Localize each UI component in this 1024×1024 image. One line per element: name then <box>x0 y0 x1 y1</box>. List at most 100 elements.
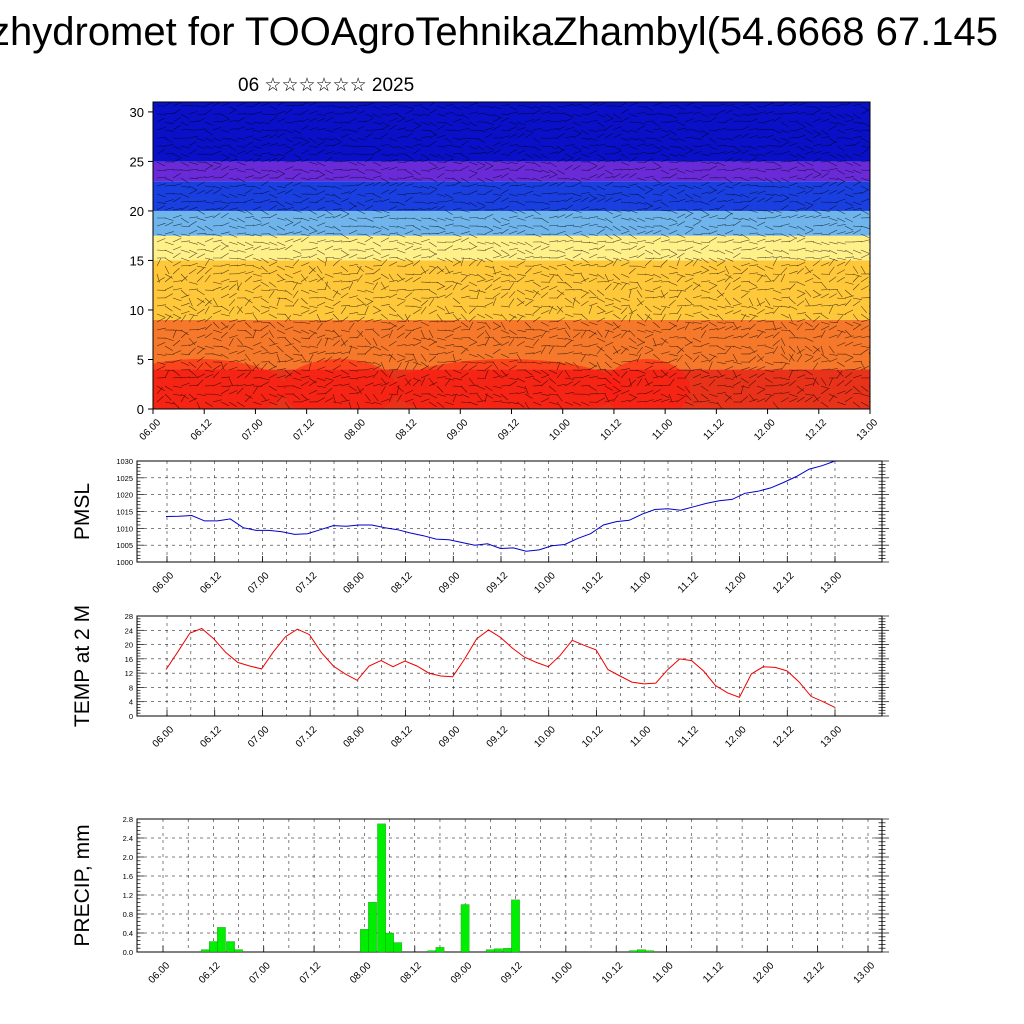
wind-barb <box>700 153 710 157</box>
wind-barb <box>228 350 238 355</box>
wind-barb <box>268 185 277 191</box>
wind-barb <box>452 325 462 331</box>
wind-barb <box>532 361 542 365</box>
wind-barb <box>300 118 310 123</box>
wind-barb <box>588 332 597 339</box>
wind-barb <box>732 276 741 283</box>
wind-barb <box>668 272 678 275</box>
wind-barb <box>724 150 734 155</box>
wind-barb <box>436 320 446 323</box>
wind-barb <box>212 233 222 237</box>
wind-barb <box>516 201 526 206</box>
y-tick-label: 28 <box>125 612 133 621</box>
wind-barb <box>332 225 341 232</box>
wind-barb <box>204 153 214 156</box>
wind-barb <box>412 233 422 237</box>
wind-barb <box>244 241 254 247</box>
wind-barb <box>828 249 838 255</box>
wind-barb <box>636 225 646 229</box>
wind-barb <box>636 208 646 211</box>
wind-barb <box>644 205 653 211</box>
wind-barb <box>636 337 645 344</box>
wind-barb <box>388 177 398 181</box>
wind-barb <box>692 373 702 379</box>
wind-barb <box>236 349 246 355</box>
wind-barb <box>652 121 661 128</box>
wind-barb <box>572 401 582 406</box>
wind-barb <box>604 193 614 196</box>
wind-barb <box>684 353 693 360</box>
wind-barb <box>700 400 710 403</box>
wind-barb <box>412 225 422 231</box>
wind-barb <box>452 161 462 165</box>
wind-barb <box>588 247 598 251</box>
wind-barb <box>572 121 582 127</box>
wind-barb <box>228 299 236 307</box>
wind-barb <box>244 321 252 329</box>
wind-barb <box>628 113 638 118</box>
wind-barb <box>844 217 854 223</box>
wind-barb <box>636 252 645 259</box>
wind-barb <box>284 244 293 251</box>
wind-barb <box>340 209 350 215</box>
wind-barb <box>668 312 678 315</box>
wind-barb <box>348 322 355 331</box>
wind-barb <box>236 372 245 379</box>
wind-barb <box>188 376 198 379</box>
wind-barb <box>364 375 374 379</box>
wind-barb <box>772 104 782 107</box>
wind-barb <box>516 353 522 362</box>
wind-barb <box>612 305 622 310</box>
wind-barb <box>468 384 478 387</box>
wind-barb <box>652 389 661 395</box>
wind-barb <box>564 157 574 163</box>
wind-barb <box>316 257 325 263</box>
wind-barb <box>412 125 421 131</box>
wind-barb <box>564 135 574 139</box>
wind-barb <box>652 206 662 211</box>
wind-barb <box>388 117 398 123</box>
wind-barb <box>596 317 606 323</box>
wind-barb <box>420 185 430 190</box>
heat-band-4 <box>153 210 870 236</box>
wind-barb <box>740 133 749 139</box>
wind-barb <box>244 264 254 267</box>
wind-barb <box>564 297 573 304</box>
wind-barb <box>572 231 582 235</box>
wind-barb <box>772 225 782 227</box>
wind-barb <box>236 329 246 332</box>
wind-barb <box>644 349 654 355</box>
wind-barb <box>692 284 701 291</box>
wind-barb <box>236 305 244 314</box>
wind-barb <box>756 121 766 124</box>
wind-barb <box>796 388 805 395</box>
wind-barb <box>844 231 854 235</box>
precip-bar <box>234 949 243 953</box>
wind-barb <box>404 196 413 203</box>
wind-barb <box>780 288 790 291</box>
wind-barb <box>724 275 732 283</box>
wind-barb <box>812 129 821 135</box>
wind-barb <box>748 153 758 157</box>
wind-barb <box>212 102 222 107</box>
wind-barb <box>524 225 534 229</box>
wind-barb <box>692 208 702 211</box>
wind-barb <box>308 380 317 387</box>
wind-barb <box>524 297 534 301</box>
wind-barb <box>372 277 382 283</box>
wind-barb <box>180 361 190 366</box>
wind-barb <box>300 158 310 163</box>
wind-barb <box>644 314 651 323</box>
wind-barb <box>612 150 622 155</box>
wind-barb <box>380 121 390 126</box>
wind-barb <box>524 190 534 195</box>
wind-barb <box>540 256 550 259</box>
wind-barb <box>860 313 869 320</box>
wind-barb <box>444 344 454 347</box>
wind-barb <box>516 127 526 131</box>
wind-barb <box>572 380 581 387</box>
wind-barb <box>324 257 334 259</box>
wind-barb <box>716 121 726 123</box>
wind-barb <box>396 385 404 393</box>
wind-barb <box>308 353 314 363</box>
